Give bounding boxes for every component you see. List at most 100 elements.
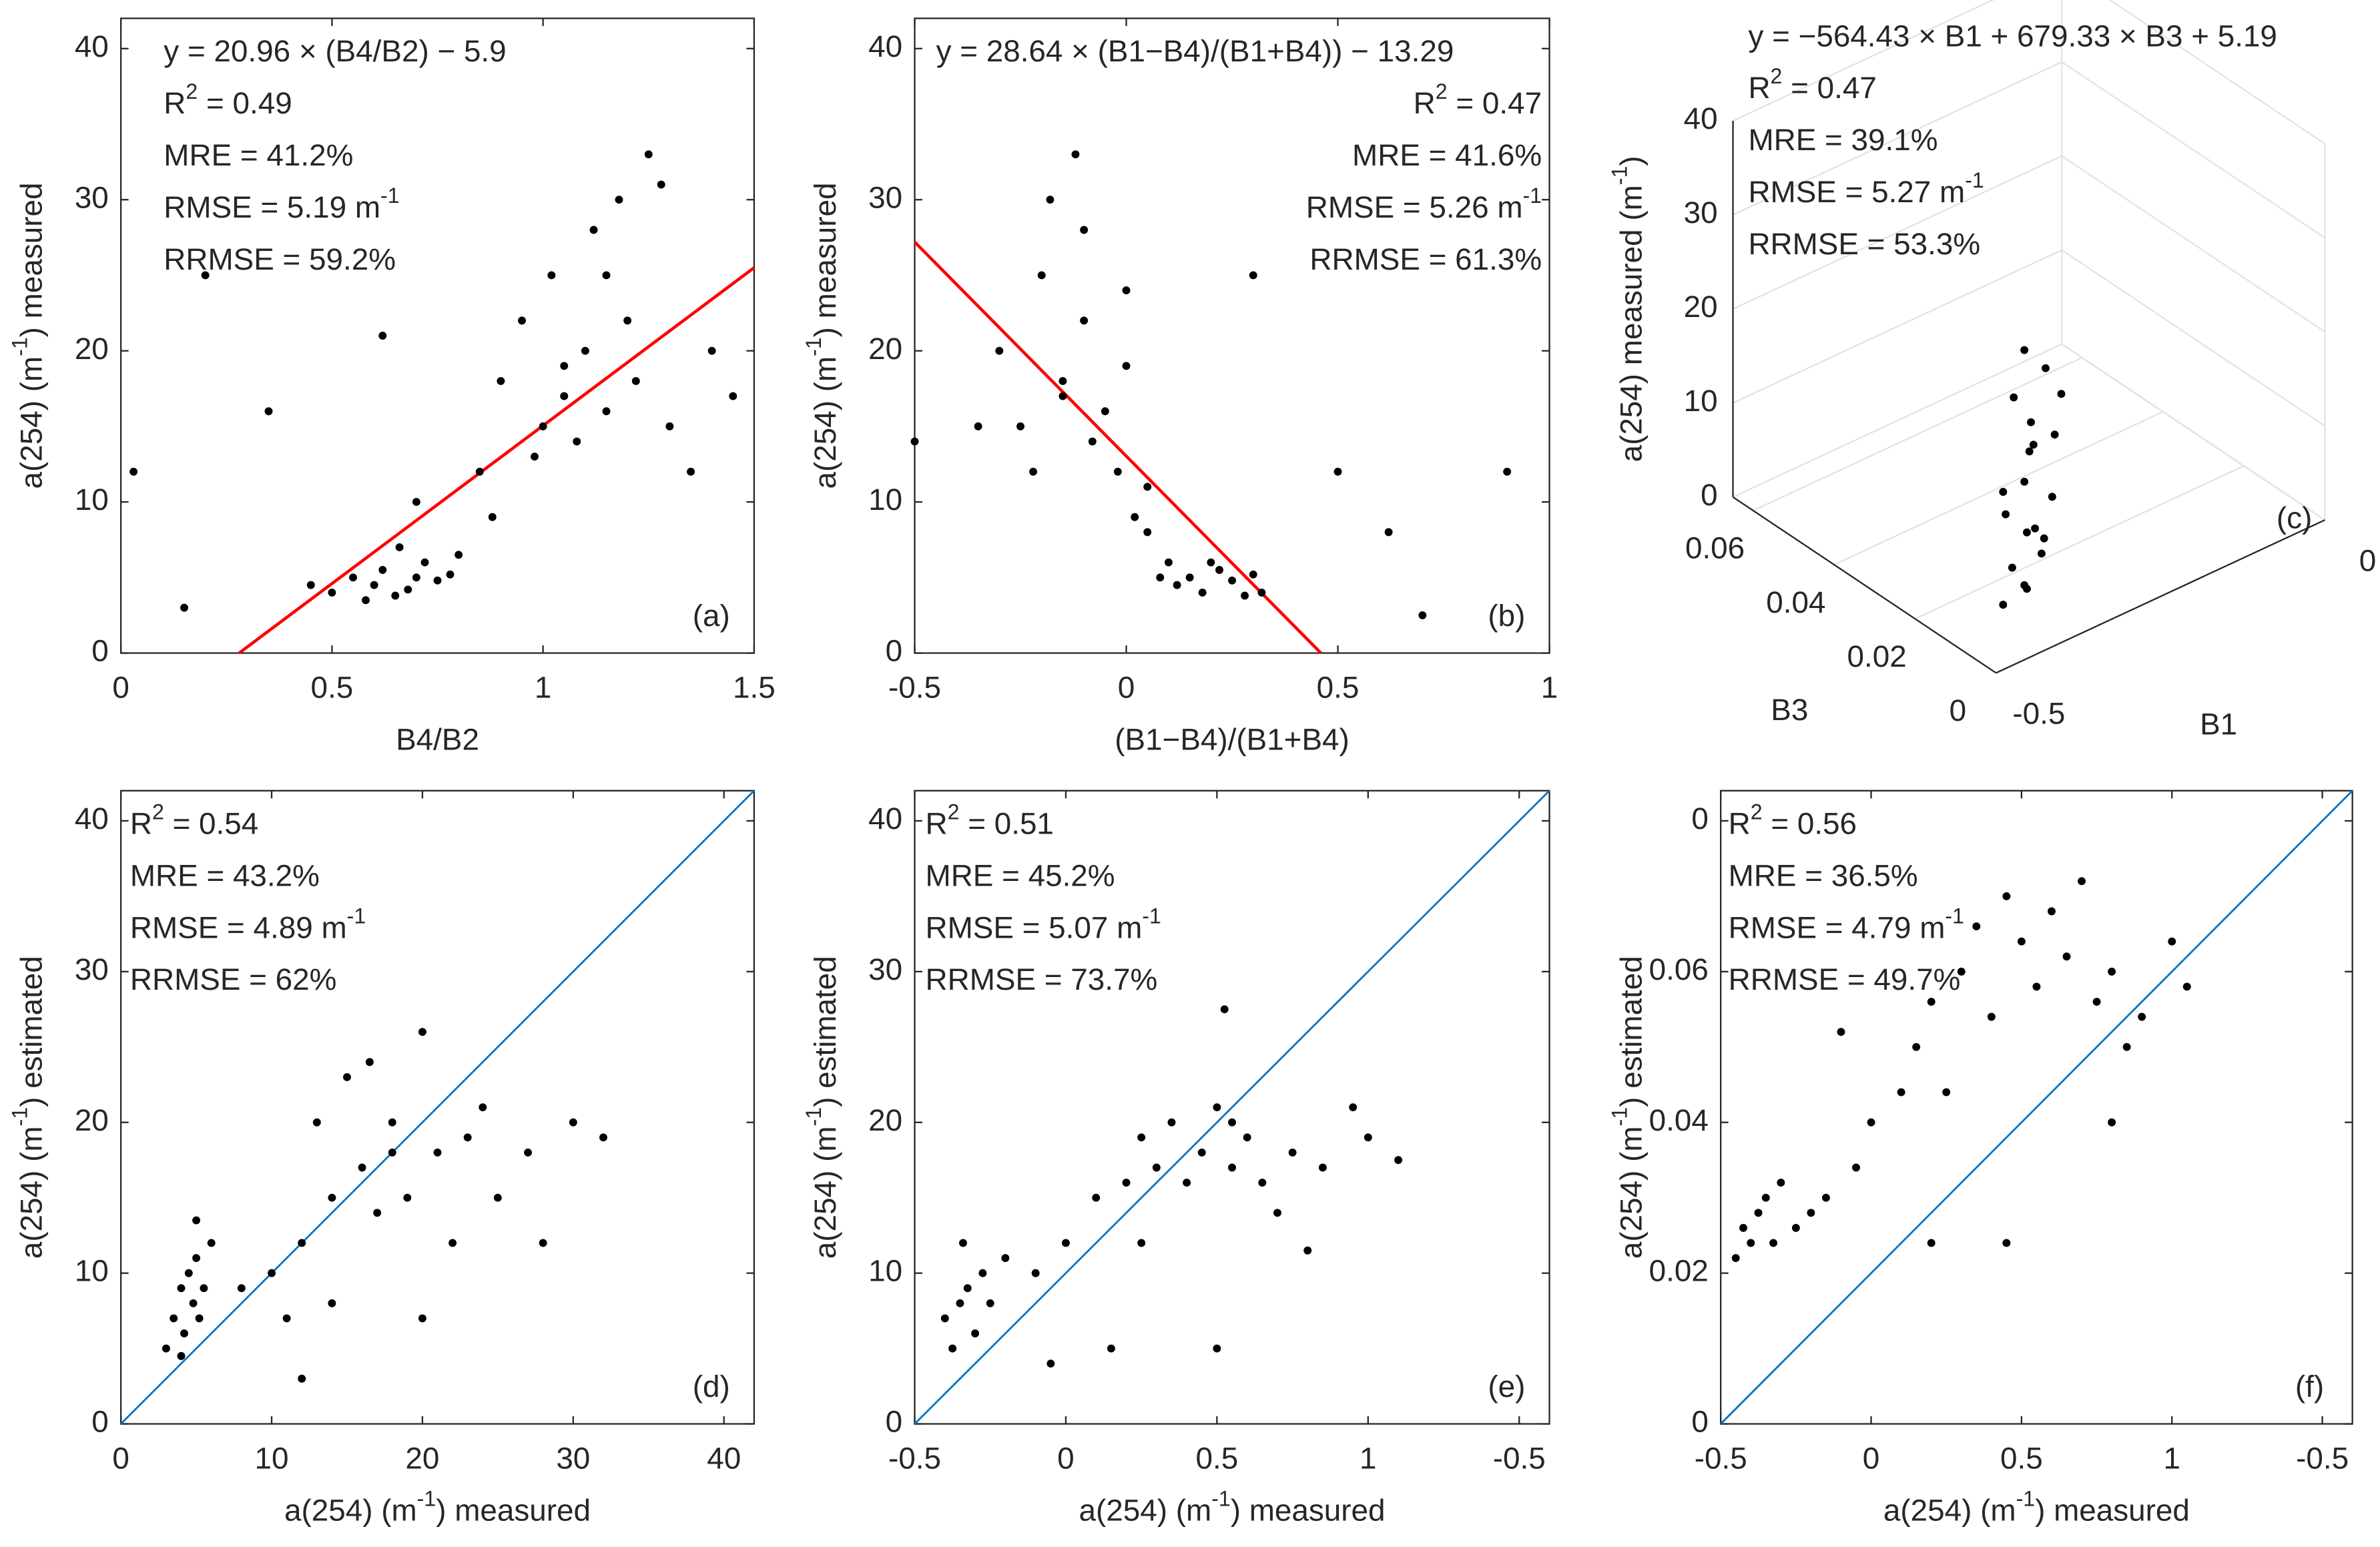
grid-line — [1733, 0, 2326, 145]
data-point — [729, 392, 737, 400]
data-point — [2108, 967, 2116, 976]
text-part: = 0.51 — [959, 807, 1053, 841]
data-point — [2048, 907, 2056, 916]
text-part: a(254) measured (m — [1614, 185, 1649, 462]
data-point — [177, 1351, 186, 1360]
data-point — [455, 551, 463, 559]
data-point — [1080, 226, 1089, 234]
x-tick-label: 0 — [1057, 1442, 1075, 1476]
data-point — [200, 1284, 208, 1293]
data-point — [312, 1118, 321, 1127]
y-tick-label: 0 — [91, 1405, 109, 1439]
annotation: RRMSE = 49.7% — [1729, 962, 1961, 996]
text-part: a(254) (m — [15, 1126, 49, 1259]
plot-frame — [914, 790, 1550, 1425]
data-point — [1088, 437, 1097, 446]
data-point — [488, 513, 497, 521]
data-point — [539, 1239, 547, 1247]
z-tick-label: 20 — [1684, 290, 1718, 324]
text-part: MRE = 43.2% — [130, 859, 320, 893]
x-tick-label: -0.5 — [888, 1442, 941, 1476]
annotation: MRE = 39.1% — [1748, 123, 1938, 157]
data-point — [420, 558, 429, 567]
text-part: RMSE = 4.79 m — [1729, 910, 1946, 944]
data-point — [974, 422, 982, 430]
data-point — [2008, 563, 2016, 572]
data-point — [1113, 467, 1122, 476]
text-part: a(254) (m — [15, 356, 49, 489]
y-tick-label: 20 — [75, 1103, 109, 1137]
text-part: R — [164, 86, 186, 120]
text-part: y = 28.64 × (B1−B4)/(B1+B4)) − 13.29 — [936, 34, 1454, 68]
text-part: RRMSE = 53.3% — [1748, 227, 1980, 261]
x-tick-label: 1 — [535, 671, 552, 705]
data-point — [1288, 1148, 1297, 1157]
text-part: = 0.47 — [1448, 86, 1542, 120]
y-tick-label: 0.04 — [1766, 585, 1825, 619]
data-point — [475, 467, 484, 476]
data-point — [433, 576, 442, 585]
y-tick-label: 0 — [1950, 693, 1966, 727]
data-point — [1897, 1088, 1905, 1097]
data-point — [1739, 1223, 1747, 1232]
text-part: MRE = 39.1% — [1748, 123, 1938, 157]
data-point — [497, 376, 505, 385]
annotation: RMSE = 5.07 m-1 — [926, 904, 1161, 945]
data-point — [378, 566, 387, 574]
y-tick-label: 30 — [75, 180, 109, 214]
text-part: B3 — [1771, 693, 1808, 727]
data-point — [524, 1148, 533, 1157]
annotation: RRMSE = 62% — [130, 962, 336, 996]
data-point — [1249, 271, 1257, 280]
superscript: -1 — [1523, 184, 1542, 208]
data-point — [1241, 591, 1249, 600]
superscript: -1 — [802, 1107, 826, 1127]
data-point — [1747, 1239, 1755, 1247]
text-part: RMSE = 4.89 m — [130, 910, 347, 944]
text-part: = 0.54 — [164, 807, 258, 841]
y-axis-label: a(254) (m-1) measured — [802, 183, 842, 489]
data-point — [1167, 1118, 1176, 1127]
grid-line — [1733, 249, 2326, 427]
text-part: B4/B2 — [396, 723, 479, 757]
text-part: RRMSE = 73.7% — [926, 962, 1158, 996]
text-part: ) estimated — [808, 956, 842, 1107]
data-point — [657, 180, 665, 189]
data-point — [1418, 611, 1427, 619]
data-point — [1384, 528, 1393, 537]
data-point — [378, 332, 387, 340]
data-point — [412, 573, 420, 582]
data-point — [1122, 1179, 1131, 1187]
annotation: MRE = 36.5% — [1729, 859, 1918, 893]
data-point — [644, 150, 653, 159]
text-part: RMSE = 5.26 m — [1306, 190, 1523, 224]
data-point — [1143, 483, 1152, 491]
data-point — [623, 316, 632, 325]
annotation: MRE = 43.2% — [130, 859, 320, 893]
x-tick-label: 0.5 — [1196, 1442, 1239, 1476]
y-tick-label: 30 — [868, 180, 902, 214]
data-point — [1837, 1028, 1845, 1036]
annotation: R2 = 0.51 — [926, 800, 1054, 841]
data-point — [569, 1118, 577, 1127]
superscript: -1 — [380, 184, 400, 208]
data-point — [602, 407, 611, 416]
text-part: RMSE = 5.27 m — [1748, 175, 1965, 209]
data-point — [1912, 1042, 1921, 1051]
data-point — [463, 1133, 472, 1142]
y-tick-label: 0 — [91, 634, 109, 668]
data-point — [1198, 589, 1207, 597]
data-point — [328, 1193, 336, 1202]
superscript: -1 — [8, 337, 32, 356]
x-axis-label: B1 — [2200, 707, 2237, 741]
data-point — [349, 573, 357, 582]
text-part: a(254) (m — [808, 356, 842, 489]
data-point — [1122, 286, 1131, 295]
data-point — [986, 1299, 994, 1307]
text-part: R — [130, 807, 152, 841]
data-point — [2040, 534, 2048, 543]
data-point — [1152, 1163, 1161, 1172]
superscript: -1 — [347, 904, 366, 928]
superscript: -1 — [1608, 166, 1632, 186]
data-point — [268, 1269, 276, 1277]
